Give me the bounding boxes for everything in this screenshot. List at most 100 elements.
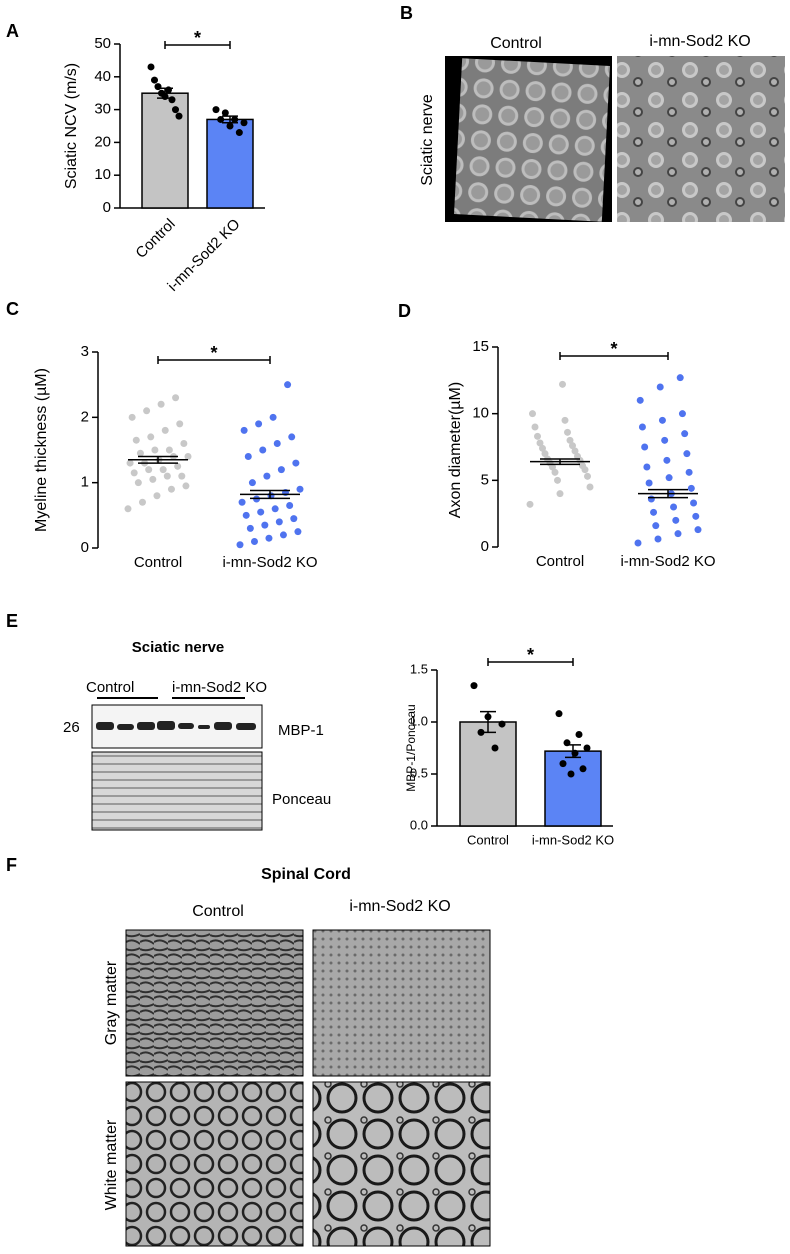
row-label: White matter	[103, 1119, 120, 1210]
dot	[143, 407, 151, 415]
error-bar	[222, 115, 238, 124]
data-point	[151, 76, 158, 84]
blot-bands	[96, 721, 256, 730]
dot	[242, 511, 250, 519]
dot	[687, 484, 695, 492]
dot	[641, 443, 649, 451]
dot	[147, 433, 155, 441]
panel-letter: A	[6, 21, 19, 41]
y-tick-label: 3	[81, 343, 89, 360]
dot	[167, 485, 175, 493]
dot	[526, 500, 534, 508]
row-label: Gray matter	[103, 960, 120, 1045]
data-point	[175, 112, 183, 120]
error-bar	[530, 458, 590, 466]
error-bar	[128, 455, 188, 464]
dot	[157, 400, 165, 408]
x-tick-label: Control	[134, 554, 182, 571]
dot	[531, 423, 539, 431]
dot	[126, 459, 134, 467]
dot	[692, 512, 700, 520]
dot	[255, 420, 263, 428]
dot	[292, 459, 300, 467]
dot	[153, 492, 161, 500]
dot	[541, 450, 549, 458]
micrograph	[312, 929, 491, 1077]
dot	[571, 447, 579, 455]
y-tick-label: 5	[481, 471, 489, 488]
dot	[165, 446, 173, 454]
dot	[246, 524, 254, 532]
significance-bracket	[164, 41, 231, 49]
dot	[564, 428, 571, 436]
micrograph	[617, 56, 785, 222]
dot	[284, 381, 292, 389]
x-tick-label: Control	[467, 832, 509, 847]
dot	[178, 472, 186, 480]
dot	[663, 456, 671, 464]
significance-bracket	[487, 658, 574, 666]
significance-bracket	[157, 356, 271, 364]
bar	[459, 721, 517, 827]
y-tick-label: 40	[94, 68, 111, 85]
dot	[236, 541, 244, 549]
dot	[261, 521, 269, 529]
dot	[556, 490, 564, 498]
y-tick-label: 50	[94, 35, 111, 52]
bar	[544, 750, 602, 827]
dot	[273, 439, 281, 447]
panel-letter: D	[398, 301, 411, 321]
data-point	[583, 744, 591, 752]
dot	[670, 503, 678, 511]
dot	[124, 505, 132, 513]
x-tick-label: i-mn-Sod2 KO	[620, 553, 715, 570]
dot	[244, 453, 252, 461]
dot	[240, 426, 248, 434]
dot	[263, 472, 271, 480]
dot	[128, 413, 136, 421]
mw-marker: 26	[63, 719, 80, 736]
dot	[636, 396, 644, 404]
dot	[286, 502, 294, 510]
data-point	[226, 122, 234, 130]
dot	[250, 537, 258, 545]
dot	[132, 436, 140, 444]
panel-letter: C	[6, 299, 19, 319]
data-point	[491, 744, 499, 752]
panel-letter: B	[400, 3, 413, 23]
micrograph	[125, 929, 304, 1077]
dot	[184, 453, 192, 461]
dot	[694, 526, 702, 534]
dot	[172, 394, 180, 402]
x-tick-label: i-mn-Sod2 KO	[532, 832, 614, 847]
y-axis-label: Axon diameter(µM)	[447, 382, 464, 518]
dot	[539, 444, 546, 452]
y-axis-label: MBP-1/Ponceau	[404, 704, 418, 791]
data-point	[168, 96, 176, 104]
dot	[647, 495, 655, 503]
dot	[269, 413, 277, 421]
data-point	[235, 129, 243, 137]
dot	[665, 474, 673, 482]
dot	[290, 515, 298, 523]
dot	[645, 479, 653, 487]
dot	[248, 479, 256, 487]
y-tick-label: 1.0	[410, 713, 428, 728]
dot	[656, 383, 664, 391]
dot	[257, 508, 265, 516]
data-point	[147, 63, 155, 71]
y-axis-label: Sciatic NCV (m/s)	[63, 63, 80, 189]
significance: *	[194, 28, 201, 48]
dot	[672, 516, 680, 524]
band-label: MBP-1	[278, 722, 324, 739]
dot	[690, 499, 698, 507]
y-tick-label: 0	[103, 199, 111, 216]
significance: *	[527, 645, 534, 665]
error-bar	[565, 744, 581, 759]
blot-title: Sciatic nerve	[132, 639, 225, 656]
dot	[638, 423, 646, 431]
y-tick-label: 10	[472, 405, 489, 422]
dot	[654, 535, 662, 543]
panel-letter: F	[6, 855, 17, 875]
dot	[678, 410, 686, 418]
